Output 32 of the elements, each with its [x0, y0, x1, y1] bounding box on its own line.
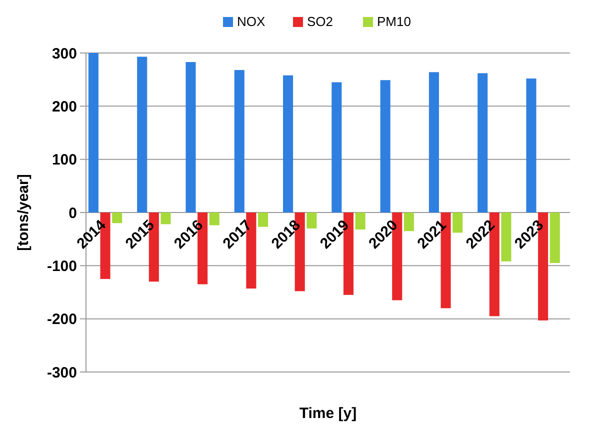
- legend-label: NOX: [237, 14, 266, 29]
- bar: [306, 212, 317, 228]
- bar: [112, 212, 122, 224]
- bar: [404, 212, 414, 232]
- x-axis-title: Time [y]: [299, 405, 357, 422]
- bar: [88, 53, 98, 212]
- bar: [452, 212, 463, 233]
- bar: [501, 212, 512, 262]
- bar: [332, 82, 342, 212]
- bar: [550, 212, 560, 264]
- bar: [160, 212, 171, 224]
- y-tick-label: 200: [52, 98, 77, 116]
- y-axis-title: [tons/year]: [15, 174, 32, 251]
- y-tick-label: -200: [46, 311, 77, 328]
- y-tick-label: -100: [46, 258, 77, 275]
- bar: [283, 75, 294, 212]
- bar: [478, 73, 488, 212]
- bar: [209, 212, 220, 226]
- bar: [380, 80, 390, 212]
- legend-label: PM10: [377, 14, 411, 29]
- bar: [428, 72, 439, 212]
- legend-label: SO2: [307, 14, 334, 29]
- y-tick-label: 300: [52, 45, 77, 62]
- bar: [355, 212, 366, 230]
- bar: [186, 62, 196, 212]
- y-tick-label: 100: [52, 152, 77, 169]
- bar: [258, 212, 268, 227]
- bar: [234, 70, 244, 212]
- bar: [137, 56, 148, 212]
- y-tick-label: 0: [68, 204, 77, 222]
- y-tick-label: -300: [46, 364, 77, 382]
- bar: [526, 78, 536, 212]
